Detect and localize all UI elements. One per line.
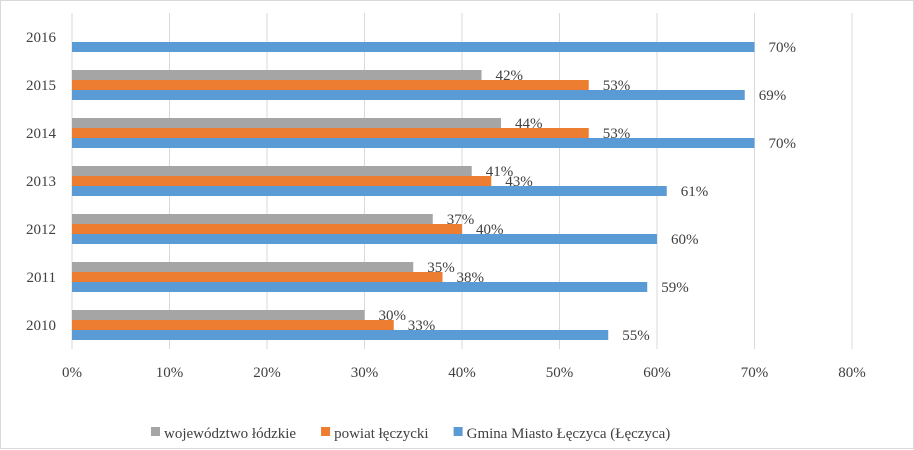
x-tick-label: 70% (741, 365, 769, 381)
legend-swatch (151, 427, 160, 436)
data-label: 70% (769, 40, 797, 56)
data-label: 53% (603, 126, 631, 142)
bar (72, 80, 589, 90)
bar (72, 186, 667, 196)
x-axis-tick-labels: 0% 10% 20% 30% 40% 50% 60% 70% 80% (62, 365, 866, 381)
y-category-label: 2016 (26, 30, 57, 46)
data-label: 60% (671, 232, 699, 248)
legend: województwo łódzkie powiat łęczycki Gmina … (151, 426, 670, 442)
bar (72, 138, 755, 148)
legend-swatch (453, 427, 463, 436)
data-label: 38% (457, 270, 485, 286)
bar (72, 310, 365, 320)
bar (72, 176, 492, 186)
x-tick-label: 60% (643, 365, 671, 381)
y-category-label: 2012 (26, 222, 56, 238)
data-label: 59% (661, 280, 689, 296)
data-label: 53% (603, 78, 631, 94)
bar (72, 166, 472, 176)
data-label: 69% (759, 88, 787, 104)
bar (72, 272, 443, 282)
x-tick-label: 40% (448, 365, 476, 381)
bars (72, 42, 755, 340)
data-label: 35% (427, 260, 455, 276)
data-label: 55% (622, 328, 650, 344)
y-axis-category-labels: 2010 2011 2012 2013 2014 2015 2016 (26, 30, 57, 334)
data-label: 70% (769, 136, 797, 152)
bar (72, 330, 609, 340)
x-tick-label: 80% (838, 365, 866, 381)
x-tick-label: 30% (351, 365, 379, 381)
y-category-label: 2015 (26, 78, 56, 94)
bar (72, 234, 657, 244)
data-label: 61% (681, 184, 709, 200)
data-label: 44% (515, 116, 543, 132)
bar (72, 224, 462, 234)
bar (72, 262, 414, 272)
bar (72, 282, 648, 292)
data-label: 40% (476, 222, 504, 238)
y-category-label: 2011 (27, 270, 56, 286)
bar (72, 90, 745, 100)
bar (72, 214, 433, 224)
data-labels: 30%33% 55% 35%38% 59% 37%40% 60% 41%43% 61% 44% 5… (379, 40, 797, 344)
bar (72, 70, 482, 80)
data-label: 41% (486, 164, 514, 180)
data-label: 30% (379, 308, 407, 324)
x-tick-label: 50% (546, 365, 574, 381)
legend-label: Gmina Miasto Łęczyca (Łęczyca) (467, 426, 671, 442)
legend-swatch (321, 427, 331, 436)
legend-label: województwo łódzkie (164, 426, 296, 442)
legend-label: powiat łęczycki (334, 426, 429, 442)
data-label: 33% (408, 318, 436, 334)
y-category-label: 2014 (26, 126, 57, 142)
x-tick-label: 20% (253, 365, 281, 381)
x-tick-label: 0% (62, 365, 82, 381)
data-label: 42% (496, 68, 524, 84)
x-tick-label: 10% (156, 365, 184, 381)
bar (72, 128, 589, 138)
data-label: 37% (447, 212, 475, 228)
y-category-label: 2013 (26, 174, 56, 190)
bar (72, 320, 394, 330)
data-label: 43% (505, 174, 533, 190)
bar (72, 42, 755, 52)
y-category-label: 2010 (26, 318, 56, 334)
bar (72, 118, 501, 128)
